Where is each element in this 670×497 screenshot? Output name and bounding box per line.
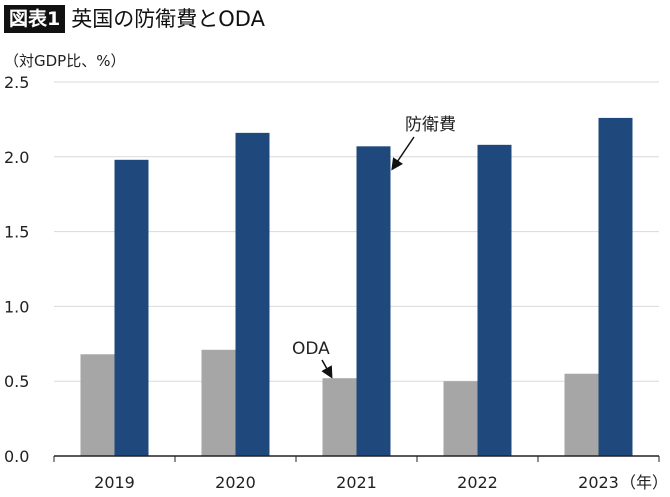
- x-tick-label: 2020: [215, 473, 256, 492]
- series-label-oda: ODA: [292, 339, 330, 359]
- bar-oda-2021: [322, 378, 357, 456]
- bar-oda-2023: [564, 373, 599, 456]
- arrow-icon: [391, 136, 415, 171]
- bar-oda-2019: [80, 354, 115, 456]
- chart-title: 英国の防衛費とODA: [71, 7, 265, 31]
- bar-defense-2020: [235, 132, 270, 456]
- y-tick-label: 0.0: [4, 447, 29, 466]
- y-tick-label: 1.0: [4, 297, 29, 316]
- y-tick-label: 1.5: [4, 223, 29, 242]
- bar-oda-2022: [443, 381, 478, 456]
- y-tick-label: 2.0: [4, 148, 29, 167]
- y-tick-label: 2.5: [4, 73, 29, 92]
- bar-oda-2020: [201, 349, 236, 456]
- x-tick-label: 2022: [457, 473, 498, 492]
- y-axis-unit-label: （対GDP比、%）: [4, 52, 126, 70]
- x-tick-label: 2023: [578, 473, 619, 492]
- bar-defense-2022: [477, 144, 512, 456]
- title-row: 図表1 英国の防衛費とODA: [4, 5, 265, 33]
- bar-defense-2023: [598, 117, 633, 457]
- series-label-defense: 防衛費: [405, 115, 456, 135]
- bar-defense-2021: [356, 146, 391, 456]
- bar-defense-2019: [114, 159, 149, 457]
- x-tick-label: 2021: [336, 473, 377, 492]
- arrow-icon: [321, 359, 333, 379]
- figure-label: 図表1: [4, 5, 66, 33]
- x-axis-unit-label: （年）: [620, 473, 668, 492]
- x-tick-label: 2019: [94, 473, 135, 492]
- y-tick-label: 0.5: [4, 372, 29, 391]
